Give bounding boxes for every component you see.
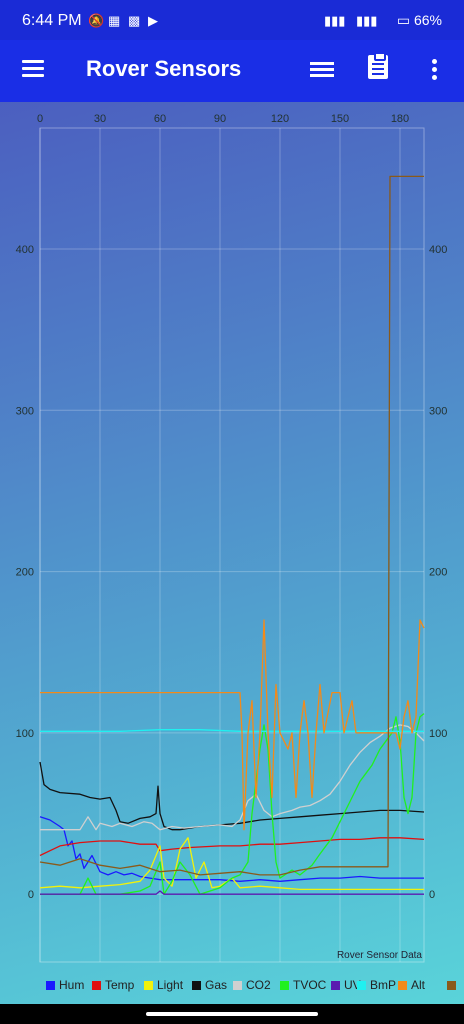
- legend-label: Alt: [411, 978, 426, 992]
- legend-label: TVOC: [293, 978, 327, 992]
- legend-item: Light: [144, 978, 183, 992]
- legend-label: Gas: [205, 978, 228, 992]
- legend-item: TVOC: [280, 978, 326, 992]
- legend-item: Temp: [92, 978, 134, 992]
- status-time: 6:44 PM: [22, 12, 82, 29]
- legend-swatch: [92, 981, 101, 990]
- clipboard-icon[interactable]: [368, 52, 388, 79]
- x-tick-label: 150: [331, 113, 349, 125]
- y-tick-label-left: 0: [28, 889, 34, 901]
- video-icon: ▶: [148, 13, 158, 28]
- series-line-co2: [40, 724, 425, 831]
- legend-label: Light: [157, 978, 184, 992]
- series-line-bmp: [40, 729, 424, 732]
- legend-swatch: [144, 981, 153, 990]
- legend-label: Temp: [105, 978, 135, 992]
- battery-level: 66%: [413, 12, 442, 28]
- x-tick-label: 120: [271, 113, 289, 125]
- legend-swatch: [233, 981, 242, 990]
- nav-bar: [0, 1004, 464, 1024]
- y-tick-label-right: 200: [429, 567, 447, 579]
- legend-item: CO2: [233, 978, 271, 992]
- legend-label: Hum: [59, 978, 85, 992]
- legend-item: [447, 978, 460, 992]
- page-title: Rover Sensors: [86, 56, 242, 81]
- battery-icon: ▭ 66%: [396, 12, 442, 28]
- x-tick-label: 0: [37, 113, 43, 125]
- x-tick-label: 30: [94, 113, 106, 125]
- legend-item: Gas: [192, 978, 227, 992]
- more-options-icon[interactable]: [432, 59, 437, 83]
- plot-frame: [39, 127, 425, 963]
- legend-label: CO2: [246, 978, 271, 992]
- x-tick-label: 60: [154, 113, 166, 125]
- legend-item: Hum: [46, 978, 84, 992]
- signal-icon: ▮▮▮: [324, 13, 346, 28]
- series-line-tvoc: [40, 713, 425, 895]
- home-indicator[interactable]: [146, 1012, 318, 1016]
- y-tick-label-left: 100: [16, 728, 34, 740]
- x-tick-label: 90: [214, 113, 226, 125]
- series-line-temp: [39, 837, 425, 857]
- notification-icon: ▦: [108, 13, 121, 28]
- y-tick-label-left: 400: [16, 244, 34, 256]
- y-tick-label-right: 300: [429, 405, 447, 417]
- mute-icon: 🔕: [88, 13, 105, 28]
- sensor-line-chart[interactable]: 0 30 60 90 120 150 180 0 0 100 100 200 200 300 300 400 4…: [0, 102, 464, 972]
- list-icon[interactable]: [310, 62, 334, 78]
- chart-legend: Hum Temp Light Gas CO2 TVOC UV BmP Alt: [0, 975, 464, 995]
- legend-label: UV: [344, 978, 361, 992]
- series-line-uv: [40, 890, 424, 895]
- status-bar: 6:44 PM 🔕 ▦ ▩ ▶ ▮▮▮ ▮▮▮ ▭ 66%: [0, 0, 464, 40]
- signal2-icon: ▮▮▮: [356, 13, 378, 28]
- legend-swatch: [280, 981, 289, 990]
- y-tick-label-left: 300: [16, 405, 34, 417]
- chart-icon: ▩: [128, 13, 141, 28]
- series-line-alt: [40, 619, 425, 831]
- y-tick-label-right: 0: [429, 889, 435, 901]
- legend-swatch: [331, 981, 340, 990]
- legend-item: BmP: [357, 978, 396, 992]
- series-line-unnamed: [39, 175, 424, 876]
- series-line-light: [39, 837, 424, 891]
- legend-item: UV: [331, 978, 361, 992]
- series-line-hum: [39, 816, 424, 882]
- hamburger-menu-icon[interactable]: [22, 60, 44, 78]
- y-tick-label-right: 100: [429, 728, 447, 740]
- chart-description: Rover Sensor Data: [337, 950, 422, 961]
- x-tick-label: 180: [391, 113, 409, 125]
- legend-swatch: [46, 981, 55, 990]
- y-tick-label-left: 200: [16, 567, 34, 579]
- series-line-gas: [39, 761, 425, 831]
- legend-item: Alt: [398, 978, 425, 992]
- legend-label: BmP: [370, 978, 397, 992]
- legend-swatch: [447, 981, 456, 990]
- y-tick-label-right: 400: [429, 244, 447, 256]
- app-bar: Rover Sensors: [0, 40, 464, 102]
- legend-swatch: [398, 981, 407, 990]
- legend-swatch: [192, 981, 201, 990]
- legend-swatch: [357, 981, 366, 990]
